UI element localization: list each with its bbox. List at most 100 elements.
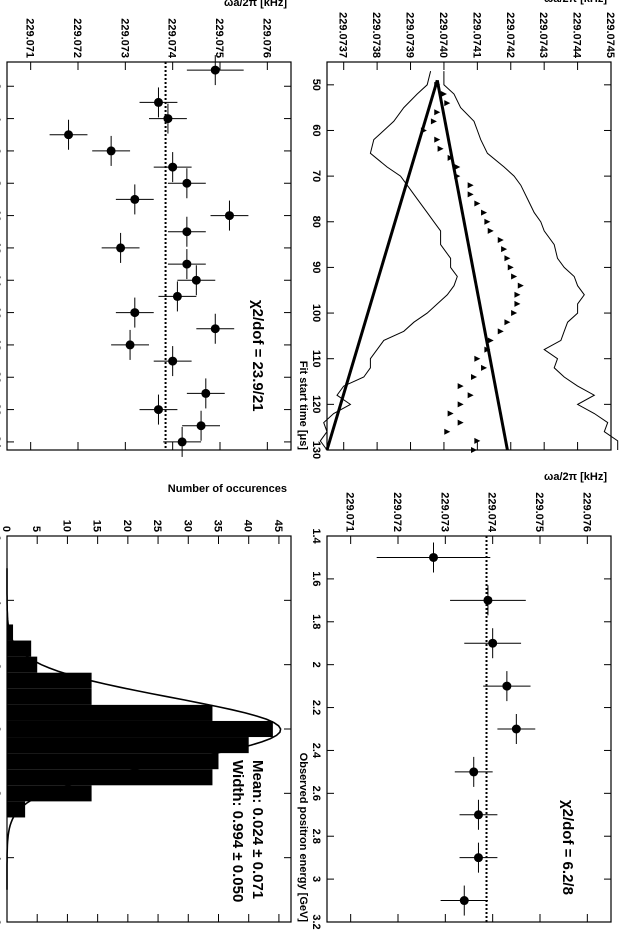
y-tick-label: 229.074 [486, 492, 498, 533]
data-point [210, 65, 220, 75]
data-triangle [474, 355, 481, 362]
y-tick-label: 229.075 [213, 18, 225, 58]
y-tick-label: 229.076 [260, 18, 272, 58]
x-tick-label: 90 [310, 261, 322, 273]
data-triangle [457, 419, 464, 426]
y-tick-label: 229.0742 [504, 12, 516, 58]
x-tick-label: -2 [0, 660, 2, 670]
data-triangle [514, 291, 521, 298]
data-triangle [514, 300, 521, 307]
data-point [163, 114, 173, 124]
y-tick-label: 15 [91, 520, 103, 532]
x-tick-label: 60 [310, 124, 322, 136]
data-point [473, 853, 483, 863]
data-triangle [481, 209, 488, 216]
panel-detector-number: 24681012141618202224229.071229.072229.07… [0, 0, 292, 457]
histogram-bar [7, 704, 213, 721]
y-tick-label: 5 [30, 526, 42, 532]
data-triangle [434, 136, 441, 143]
x-tick-label: 18 [0, 339, 2, 351]
data-point [191, 275, 201, 285]
y-tick-label: 229.076 [580, 492, 592, 532]
x-tick-label: 2 [0, 790, 2, 796]
x-tick-label: 2 [0, 83, 2, 89]
histogram-bar [7, 688, 92, 705]
x-tick-label: 3 [310, 876, 322, 882]
data-point [182, 259, 192, 269]
x-tick-label: -6 [0, 531, 2, 541]
x-tick-label: 20 [0, 371, 2, 383]
data-triangle [511, 310, 518, 317]
data-triangle [430, 118, 437, 125]
data-point [130, 194, 140, 204]
mean-annotation: Mean: 0.024 ± 0.071 [249, 760, 266, 899]
y-tick-label: 40 [242, 520, 254, 532]
y-axis-title: Number of occurences [168, 483, 287, 495]
data-triangle [457, 383, 464, 390]
y-tick-label: 229.0740 [437, 12, 449, 58]
x-tick-label: 1.8 [310, 614, 322, 629]
data-triangle [434, 109, 441, 116]
y-tick-label: 229.0739 [404, 12, 416, 58]
width-annotation: Width: 0.994 ± 0.050 [229, 760, 246, 902]
histogram-bar [6, 753, 219, 770]
data-triangle [444, 100, 451, 107]
y-axis-title: ωa/2π [kHz] [224, 0, 287, 9]
data-triangle [487, 337, 494, 344]
data-triangle [511, 273, 518, 280]
panel-deviation-histogram: -6-4-20246051015202530354045No. standard… [0, 483, 292, 925]
upper-bound-line [435, 79, 509, 451]
data-point [502, 681, 512, 691]
histogram-bar [7, 769, 213, 786]
lower-band-curve [319, 70, 458, 451]
data-point [168, 162, 178, 172]
x-tick-label: 80 [310, 216, 322, 228]
x-tick-label: 1.4 [310, 528, 322, 544]
data-point [182, 178, 192, 188]
data-triangle [467, 191, 474, 198]
x-tick-label: 50 [310, 79, 322, 91]
data-triangle [444, 428, 451, 435]
y-tick-label: 10 [60, 520, 72, 532]
data-triangle [507, 264, 514, 271]
data-triangle [504, 319, 511, 326]
data-triangle [501, 246, 508, 253]
x-tick-label: 1.6 [310, 571, 322, 586]
y-tick-label: 229.073 [438, 492, 450, 532]
x-tick-label: 12 [0, 242, 2, 254]
x-tick-label: 6 [0, 919, 2, 925]
data-point [196, 421, 206, 431]
data-point [511, 724, 521, 734]
upper-band-curve [443, 71, 619, 450]
x-tick-label: 2.6 [310, 786, 322, 801]
y-axis-title: ωa/2π [kHz] [544, 471, 607, 483]
x-tick-label: 0 [0, 726, 2, 732]
data-triangle [437, 145, 444, 152]
y-tick-label: 229.075 [533, 492, 545, 532]
x-tick-label: 16 [0, 306, 2, 318]
x-tick-label: 70 [310, 170, 322, 182]
data-triangle [504, 255, 511, 262]
x-tick-label: 10 [0, 209, 2, 221]
y-tick-label: 229.0737 [337, 12, 349, 58]
data-triangle [440, 90, 447, 97]
histogram-bar [7, 801, 26, 818]
x-tick-label: -4 [0, 595, 2, 606]
data-point [459, 896, 469, 906]
y-tick-label: 229.074 [166, 18, 178, 59]
y-tick-label: 229.0745 [604, 12, 616, 58]
data-triangle [517, 282, 524, 289]
y-tick-label: 229.071 [344, 492, 356, 532]
x-tick-label: 14 [0, 274, 2, 287]
data-point [153, 405, 163, 415]
data-triangle [467, 182, 474, 189]
x-tick-label: 2.4 [310, 743, 322, 759]
x-tick-label: 120 [310, 395, 322, 413]
data-triangle [474, 200, 481, 207]
x-axis-title: Fit start time [μs] [297, 361, 309, 451]
panel-positron-energy: 1.4 1.6 1.8 2 2.2 2.4 2.6 2.8 3 3.2 229.071 229.072… [297, 471, 612, 930]
plot-frame [326, 535, 612, 923]
data-point [177, 437, 187, 447]
chi2-annotation: χ2/dof = 23.9/21 [249, 300, 266, 412]
